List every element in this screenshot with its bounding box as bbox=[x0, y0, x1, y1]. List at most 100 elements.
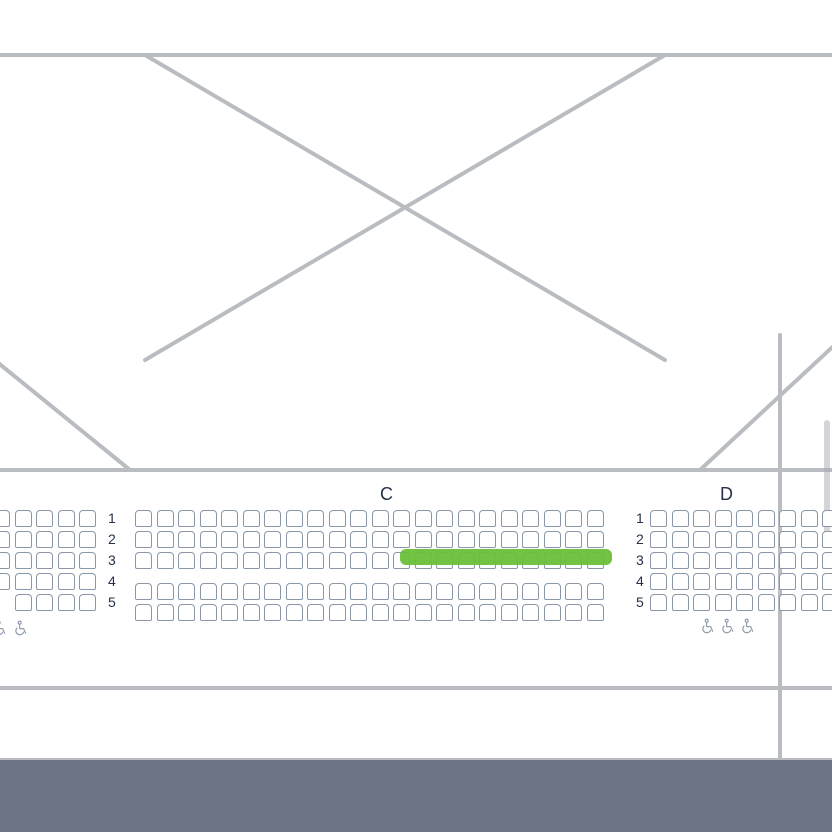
seat[interactable] bbox=[715, 594, 732, 611]
seat[interactable] bbox=[758, 552, 775, 569]
seat[interactable] bbox=[650, 594, 667, 611]
seat[interactable] bbox=[264, 604, 281, 621]
seat[interactable] bbox=[779, 573, 796, 590]
seat[interactable] bbox=[672, 510, 689, 527]
seat[interactable] bbox=[779, 552, 796, 569]
seat[interactable] bbox=[544, 510, 561, 527]
seat[interactable] bbox=[565, 510, 582, 527]
seat[interactable] bbox=[693, 552, 710, 569]
seat[interactable] bbox=[436, 583, 453, 600]
seat[interactable] bbox=[286, 604, 303, 621]
seat[interactable] bbox=[565, 583, 582, 600]
seat[interactable] bbox=[307, 531, 324, 548]
seat[interactable] bbox=[693, 594, 710, 611]
seat[interactable] bbox=[178, 583, 195, 600]
seat[interactable] bbox=[822, 594, 832, 611]
seat[interactable] bbox=[672, 573, 689, 590]
seat[interactable] bbox=[501, 604, 518, 621]
seat[interactable] bbox=[286, 583, 303, 600]
seat[interactable] bbox=[264, 552, 281, 569]
seat[interactable] bbox=[329, 531, 346, 548]
seat[interactable] bbox=[693, 531, 710, 548]
seat[interactable] bbox=[672, 552, 689, 569]
seat[interactable] bbox=[200, 510, 217, 527]
seat[interactable] bbox=[565, 531, 582, 548]
seat[interactable] bbox=[458, 583, 475, 600]
seat[interactable] bbox=[79, 594, 96, 611]
seat[interactable] bbox=[58, 573, 75, 590]
seat[interactable] bbox=[329, 510, 346, 527]
seat[interactable] bbox=[243, 604, 260, 621]
seat[interactable] bbox=[587, 583, 604, 600]
seat[interactable] bbox=[822, 573, 832, 590]
seat[interactable] bbox=[458, 510, 475, 527]
seat[interactable] bbox=[264, 510, 281, 527]
seat[interactable] bbox=[736, 594, 753, 611]
seat[interactable] bbox=[221, 583, 238, 600]
seat[interactable] bbox=[393, 604, 410, 621]
seat[interactable] bbox=[587, 510, 604, 527]
seat[interactable] bbox=[372, 583, 389, 600]
seat[interactable] bbox=[393, 583, 410, 600]
seat[interactable] bbox=[736, 531, 753, 548]
seat[interactable] bbox=[350, 510, 367, 527]
seat[interactable] bbox=[779, 510, 796, 527]
seat[interactable] bbox=[801, 552, 818, 569]
seat[interactable] bbox=[36, 510, 53, 527]
seat[interactable] bbox=[15, 594, 32, 611]
seat[interactable] bbox=[393, 510, 410, 527]
seat[interactable] bbox=[501, 583, 518, 600]
seat[interactable] bbox=[758, 531, 775, 548]
seat[interactable] bbox=[650, 573, 667, 590]
seat[interactable] bbox=[135, 552, 152, 569]
seat[interactable] bbox=[221, 552, 238, 569]
seat[interactable] bbox=[135, 510, 152, 527]
seat[interactable] bbox=[544, 531, 561, 548]
seat[interactable] bbox=[693, 573, 710, 590]
seat[interactable] bbox=[36, 531, 53, 548]
seat[interactable] bbox=[157, 604, 174, 621]
seat[interactable] bbox=[736, 573, 753, 590]
seat[interactable] bbox=[264, 583, 281, 600]
seat[interactable] bbox=[307, 604, 324, 621]
seat[interactable] bbox=[479, 583, 496, 600]
seat[interactable] bbox=[372, 552, 389, 569]
seat[interactable] bbox=[522, 531, 539, 548]
seat[interactable] bbox=[458, 531, 475, 548]
seat[interactable] bbox=[200, 583, 217, 600]
seat[interactable] bbox=[650, 531, 667, 548]
seat[interactable] bbox=[243, 510, 260, 527]
seat[interactable] bbox=[393, 531, 410, 548]
seat[interactable] bbox=[715, 531, 732, 548]
seat[interactable] bbox=[415, 531, 432, 548]
seat[interactable] bbox=[801, 510, 818, 527]
seat[interactable] bbox=[672, 594, 689, 611]
seat[interactable] bbox=[329, 583, 346, 600]
seat[interactable] bbox=[522, 583, 539, 600]
seat[interactable] bbox=[307, 510, 324, 527]
seat[interactable] bbox=[36, 573, 53, 590]
seat[interactable] bbox=[0, 573, 10, 590]
seat[interactable] bbox=[822, 531, 832, 548]
seat[interactable] bbox=[587, 604, 604, 621]
seat[interactable] bbox=[350, 604, 367, 621]
seat[interactable] bbox=[79, 573, 96, 590]
seat[interactable] bbox=[157, 531, 174, 548]
seat[interactable] bbox=[715, 573, 732, 590]
seat[interactable] bbox=[329, 604, 346, 621]
seat[interactable] bbox=[243, 531, 260, 548]
seat[interactable] bbox=[200, 552, 217, 569]
seat[interactable] bbox=[79, 510, 96, 527]
seat[interactable] bbox=[822, 510, 832, 527]
seat[interactable] bbox=[587, 531, 604, 548]
seat[interactable] bbox=[801, 594, 818, 611]
seat[interactable] bbox=[36, 552, 53, 569]
seat[interactable] bbox=[135, 583, 152, 600]
seat[interactable] bbox=[522, 604, 539, 621]
seat[interactable] bbox=[758, 594, 775, 611]
seat[interactable] bbox=[79, 552, 96, 569]
seat[interactable] bbox=[458, 604, 475, 621]
seat[interactable] bbox=[801, 573, 818, 590]
seat[interactable] bbox=[178, 510, 195, 527]
seat[interactable] bbox=[715, 552, 732, 569]
